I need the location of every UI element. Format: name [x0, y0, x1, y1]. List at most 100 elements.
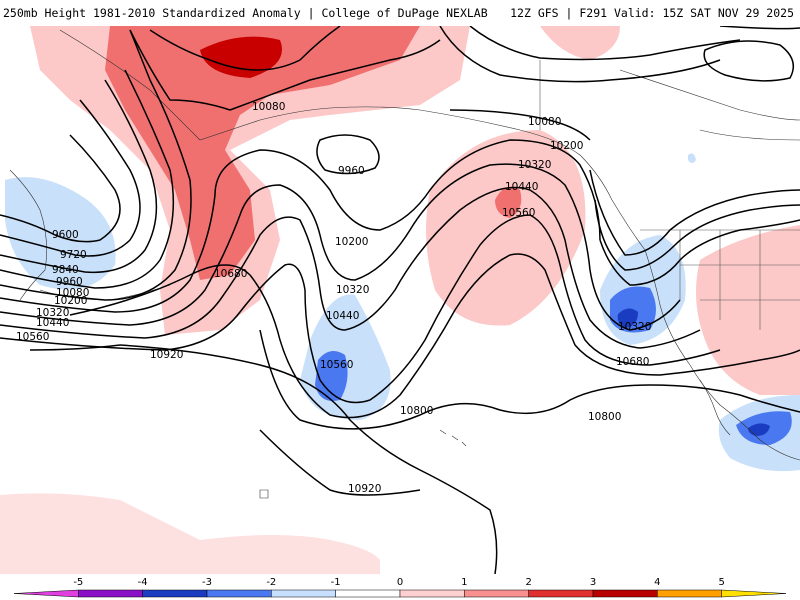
- tick-label: -5: [73, 577, 83, 588]
- contour-9960: [0, 69, 175, 289]
- label-10320-central: 10320: [336, 284, 369, 296]
- map-header: 250mb Height 1981-2010 Standardized Anom…: [0, 0, 800, 26]
- tick-label: 5: [718, 577, 724, 588]
- positive-anomaly-shading: [0, 26, 800, 574]
- contour-10920-south: [29, 344, 421, 496]
- label-10440-ridge: 10440: [505, 181, 538, 193]
- label-9960-low: 9960: [338, 165, 365, 177]
- contour-east-1: [599, 219, 800, 286]
- tick-label: 4: [654, 577, 660, 588]
- anomaly-light-blue-small: [688, 153, 696, 163]
- label-10200-ne: 10200: [550, 140, 583, 152]
- contour-north-2: [469, 25, 741, 61]
- anomaly-mid-red-central: [495, 186, 522, 218]
- colorbar-swatch: [464, 589, 529, 598]
- tick-label: 1: [461, 577, 467, 588]
- alaska-coast: [59, 29, 613, 201]
- colorbar: -5 -4 -3 -2 -1 0 1 2 3 4 5: [0, 574, 800, 600]
- contour-9600: [0, 134, 121, 243]
- label-10920-south: 10920: [348, 483, 381, 495]
- label-10560-ridge: 10560: [502, 207, 535, 219]
- contour-labels: 9600 9720 9840 9960 10080 10200 10320 10…: [16, 101, 651, 495]
- label-10200-west: 10200: [54, 295, 87, 307]
- colorbar-swatch: [657, 589, 722, 598]
- colorbar-swatch: [528, 589, 594, 598]
- anomaly-light-red-central: [426, 130, 586, 326]
- colorbar-swatch: [399, 589, 465, 598]
- label-10800-central: 10800: [400, 405, 433, 417]
- colorbar-tick-labels: -5 -4 -3 -2 -1 0 1 2 3 4 5: [73, 577, 725, 588]
- label-10440-west: 10440: [36, 317, 69, 329]
- anomaly-light-red-west: [540, 26, 620, 60]
- contour-10080-ne: [449, 109, 591, 141]
- anomaly-light-red-east: [696, 225, 800, 395]
- label-9840: 9840: [52, 264, 79, 276]
- label-9600: 9600: [52, 229, 79, 241]
- anomaly-mid-red-north: [105, 26, 420, 280]
- contour-north-alaska: [129, 29, 231, 111]
- anomaly-dark-red-core: [200, 36, 282, 78]
- label-10440-central: 10440: [326, 310, 359, 322]
- label-10320-ne: 10320: [518, 159, 551, 171]
- colorbar-swatch: [592, 589, 658, 598]
- colorbar-swatch: [271, 589, 336, 598]
- contour-10320-west: [0, 163, 681, 331]
- contour-east-2: [594, 199, 800, 271]
- anomaly-mid-blue-trough: [315, 351, 348, 401]
- label-10560-trough: 10560: [320, 359, 353, 371]
- contour-10200-west: [0, 139, 601, 313]
- anomaly-dark-blue-coast: [617, 308, 638, 328]
- contour-10560-west: [0, 214, 721, 404]
- contour-east-3: [589, 169, 800, 256]
- tick-label: -2: [266, 577, 276, 588]
- colorbar-swatches: [13, 589, 787, 598]
- contour-10920: [119, 344, 498, 575]
- colorbar-swatch: [142, 589, 208, 598]
- contour-10080-west: [0, 29, 192, 301]
- contour-9960-low: [316, 134, 380, 175]
- hudson-coast: [619, 69, 800, 141]
- label-10680-west: 10680: [214, 268, 247, 280]
- colorbar-swatch: [721, 589, 787, 598]
- colorbar-swatch: [13, 589, 79, 598]
- model-run-info: 12Z GFS | F291 Valid: 15Z SAT NOV 29 202…: [510, 6, 794, 20]
- contour-10800: [259, 329, 800, 430]
- label-10320-coast: 10320: [618, 321, 651, 333]
- tick-label: -1: [331, 577, 341, 588]
- label-10680-coast: 10680: [616, 356, 649, 368]
- label-10920-west: 10920: [150, 349, 183, 361]
- hawaii-islands: [439, 429, 467, 447]
- label-10800-east: 10800: [588, 411, 621, 423]
- label-10320-west: 10320: [36, 307, 69, 319]
- contour-10440-west: [0, 186, 701, 349]
- state-borders: [679, 230, 800, 330]
- colorbar-swatch: [78, 589, 143, 598]
- label-10080-north: 10080: [252, 101, 285, 113]
- contour-9720: [0, 99, 141, 257]
- contour-ne-low: [703, 40, 795, 82]
- label-10080-ne: 10080: [528, 116, 561, 128]
- contour-10680: [69, 253, 800, 419]
- tick-label: -3: [202, 577, 212, 588]
- tick-label: 0: [397, 577, 403, 588]
- map-title: 250mb Height 1981-2010 Standardized Anom…: [3, 6, 488, 20]
- tick-label: 2: [525, 577, 531, 588]
- anomaly-dark-blue-mexico: [748, 423, 770, 436]
- label-10080-west: 10080: [56, 287, 89, 299]
- label-10200-central: 10200: [335, 236, 368, 248]
- negative-anomaly-shading: [5, 153, 800, 472]
- small-island: [259, 489, 269, 499]
- contour-ne-2: [719, 25, 800, 30]
- tick-label: 3: [590, 577, 596, 588]
- colorbar-swatch: [206, 589, 272, 598]
- colorbar-canvas: -5 -4 -3 -2 -1 0 1 2 3 4 5: [13, 577, 787, 598]
- anomaly-light-red-south: [0, 493, 380, 574]
- label-9960-west: 9960: [56, 276, 83, 288]
- height-contours: [0, 25, 800, 575]
- colorbar-swatch: [335, 589, 401, 598]
- label-10560-west: 10560: [16, 331, 49, 343]
- label-9720: 9720: [60, 249, 87, 261]
- contour-north-alaska-2: [149, 25, 341, 71]
